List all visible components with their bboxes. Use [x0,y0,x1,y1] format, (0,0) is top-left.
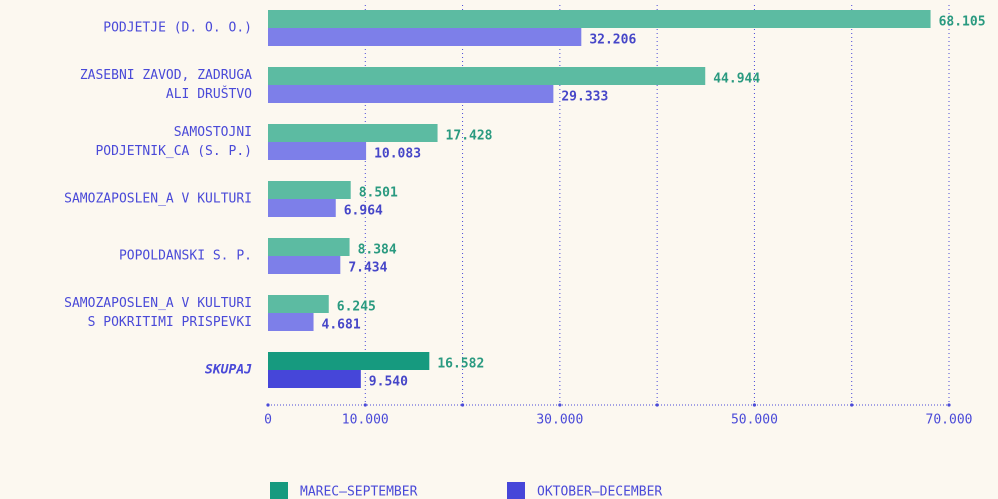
value-label: 6.245 [337,300,376,315]
legend-label: OKTOBER–DECEMBER [537,485,662,499]
legend-swatch [507,482,525,499]
bar [268,256,341,274]
value-label: 32.206 [589,33,636,48]
x-tick-label: 10.000 [342,413,389,428]
bar [268,124,438,142]
bar [268,142,367,160]
value-label: 4.681 [322,318,361,333]
x-tick-label: 30.000 [536,413,583,428]
bar [268,85,554,103]
x-tick-label: 50.000 [731,413,778,428]
value-label: 29.333 [561,90,608,105]
value-label: 68.105 [939,15,986,30]
bar [268,28,582,46]
bar [268,199,336,217]
category-label: S POKRITIMI PRISPEVKI [88,315,252,330]
x-tick-label: 70.000 [926,413,973,428]
category-label: PODJETNIK_CA (S. P.) [95,144,252,159]
legend-label: MAREC–SEPTEMBER [300,485,418,499]
category-label: POPOLDANSKI S. P. [119,249,252,264]
tick-mark [947,403,951,407]
tick-mark [363,403,367,407]
category-label: SAMOZAPOSLEN_A V KULTURI [64,192,252,207]
value-label: 10.083 [374,147,421,162]
bar [268,67,706,85]
category-label: SAMOSTOJNI [174,125,252,140]
bar [268,181,351,199]
tick-mark [266,403,270,407]
value-label: 17.428 [446,129,493,144]
category-label: ZASEBNI ZAVOD, ZADRUGA [80,68,252,83]
category-label: SAMOZAPOSLEN_A V KULTURI [64,296,252,311]
category-label: ALI DRUŠTVO [166,86,252,102]
tick-mark [752,403,757,407]
bar [268,352,430,370]
tick-mark [558,403,562,407]
tick-mark [460,403,465,407]
bar [268,313,314,331]
tick-mark [655,403,659,407]
category-label: SKUPAJ [205,363,252,378]
value-label: 44.944 [713,72,760,87]
value-label: 7.434 [348,261,387,276]
value-label: 8.501 [359,186,398,201]
legend-swatch [270,482,288,499]
bar [268,295,329,313]
bar [268,10,931,28]
bar [268,238,350,256]
tick-mark [850,403,854,407]
value-label: 8.384 [358,243,397,258]
value-label: 9.540 [369,375,408,390]
x-tick-label: 0 [264,413,272,428]
value-label: 6.964 [344,204,383,219]
value-label: 16.582 [437,357,484,372]
category-label: PODJETJE (D. O. O.) [103,21,252,36]
bar [268,370,361,388]
